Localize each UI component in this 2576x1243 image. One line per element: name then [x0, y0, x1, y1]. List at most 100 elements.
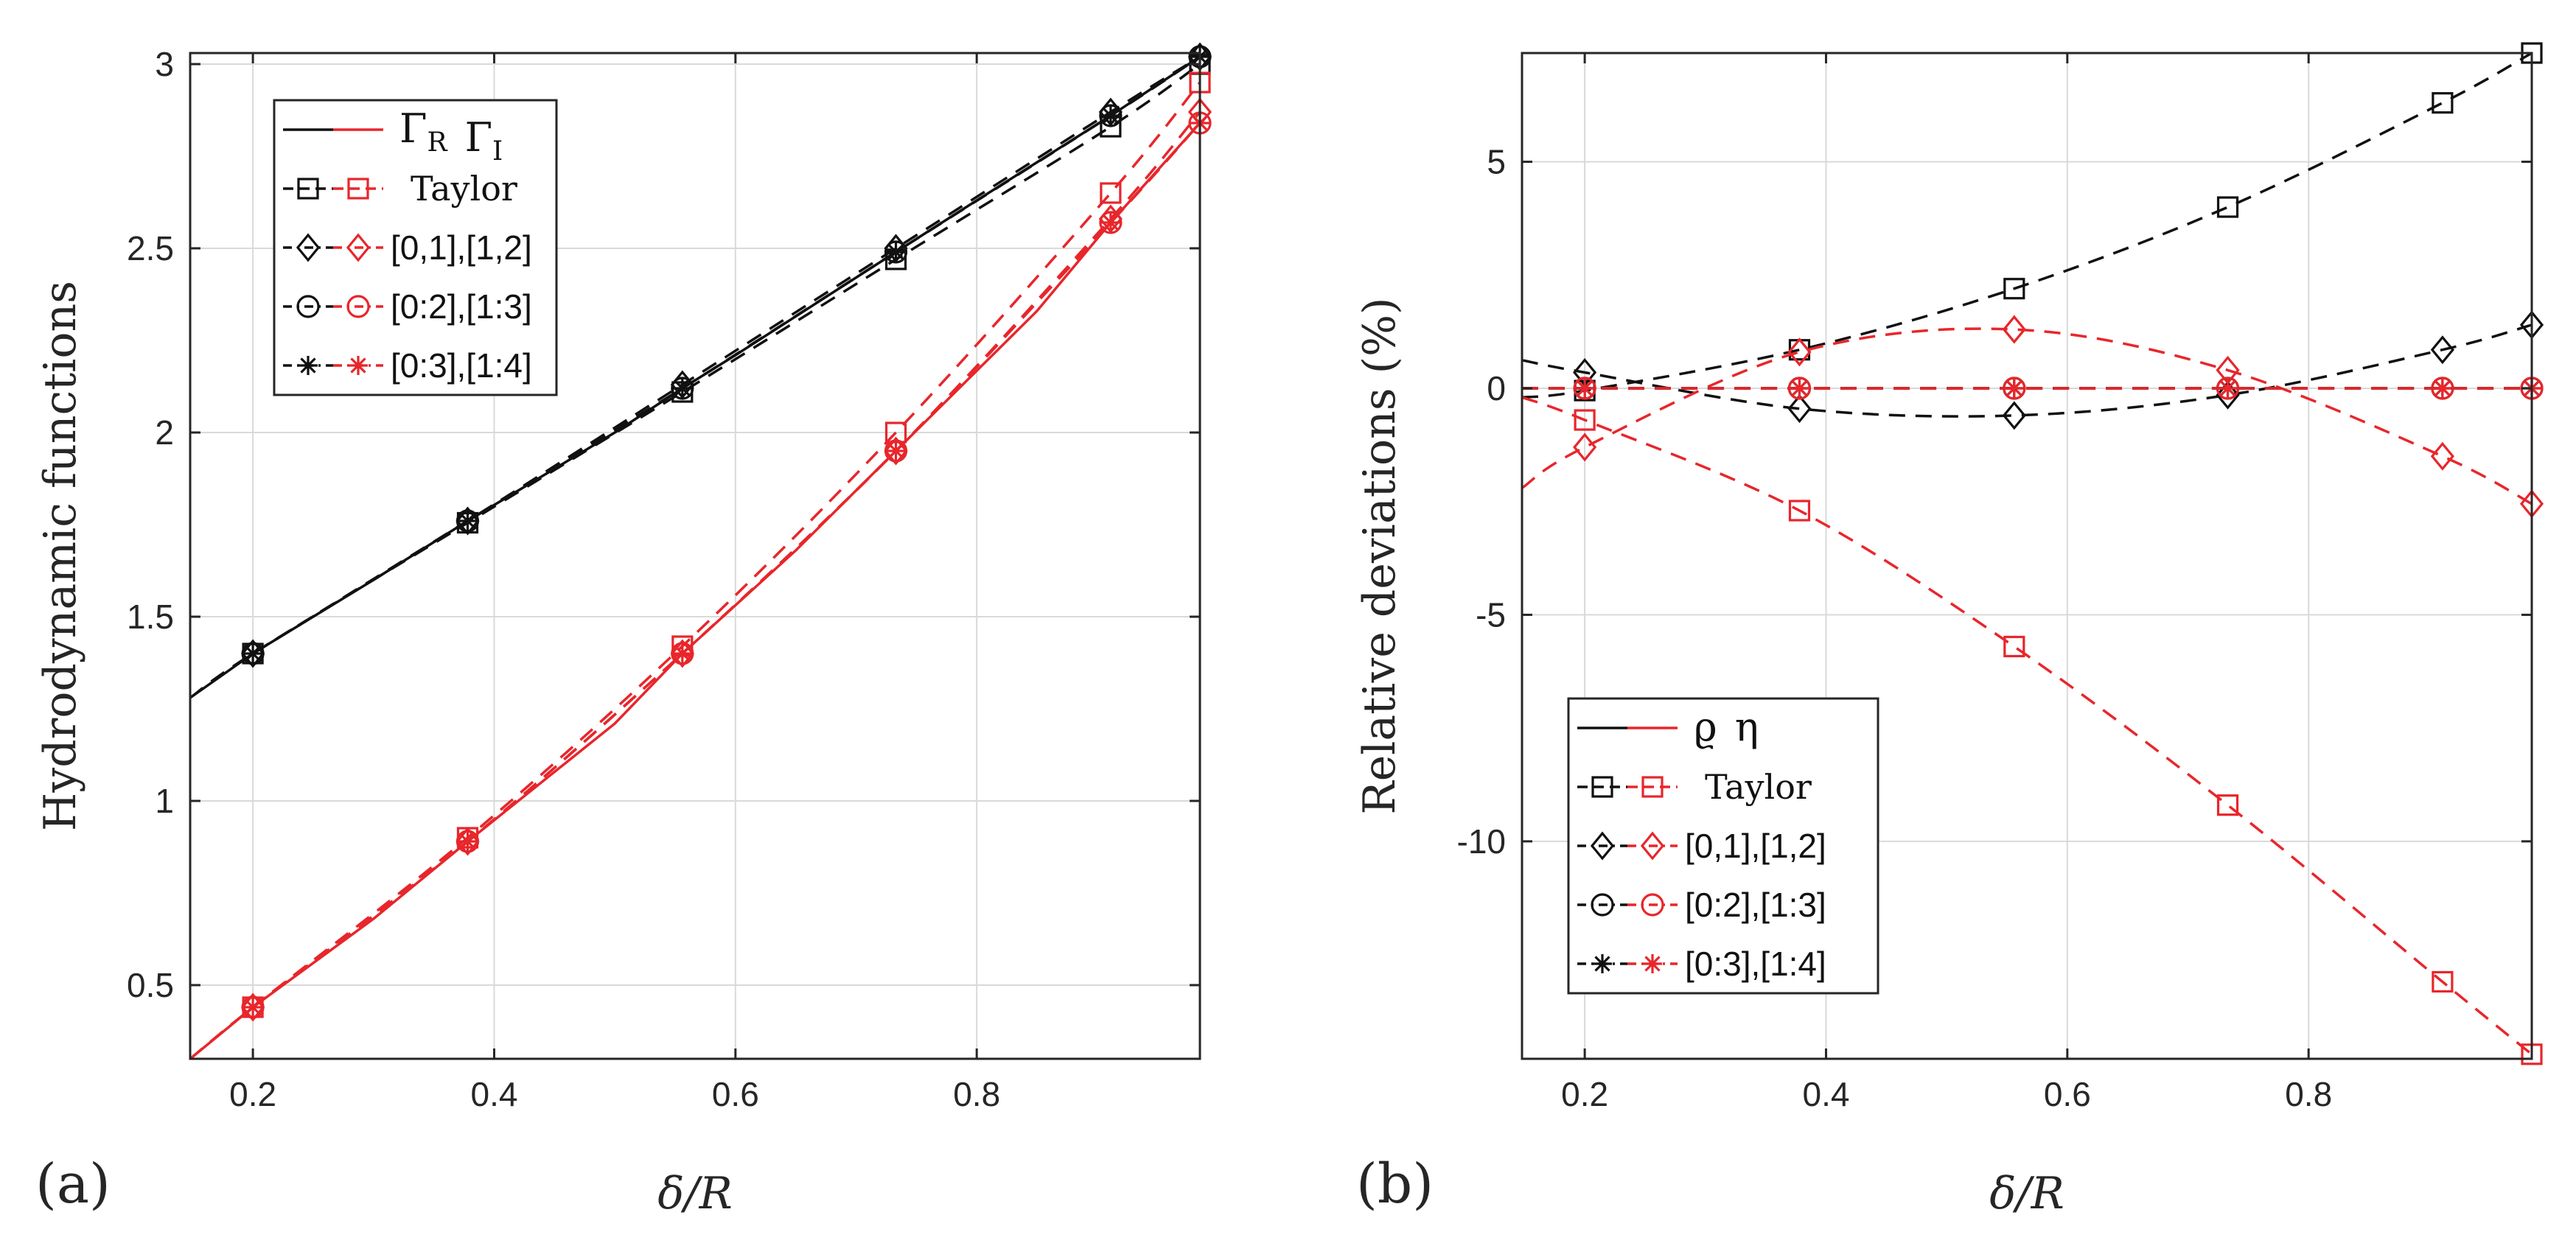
- legend-marker: [349, 356, 368, 375]
- panel-b-ticks: 0.2 0.4 0.6 0.8 -10 -5 0 5: [1457, 53, 2532, 1113]
- panel-a: 0.2 0.4 0.6 0.8 0.5 1 1.5 2 2.5 3 Hydrodynamic fu…: [35, 42, 1212, 1219]
- x-tick-label: 0.4: [470, 1075, 517, 1113]
- panel-a-series: [190, 42, 1212, 1060]
- legend-symbol-label: ΓR ΓI: [399, 105, 503, 167]
- legend-marker: [1641, 776, 1664, 798]
- data-point-marker: [884, 436, 908, 466]
- series-line: [1522, 323, 2532, 418]
- data-point-marker: [243, 998, 263, 1017]
- data-point-marker: [2432, 970, 2454, 993]
- data-point-marker: [1575, 379, 1595, 398]
- data-point-marker: [1573, 377, 1596, 400]
- legend-symbol: Γ: [399, 105, 427, 152]
- data-point-marker: [1787, 394, 1812, 424]
- x-tick-label: 0.2: [229, 1075, 276, 1113]
- series-line: [1522, 327, 2532, 505]
- data-point-marker: [2002, 315, 2026, 344]
- legend-symbol: Γ: [465, 114, 492, 161]
- data-point-marker: [2216, 794, 2239, 816]
- data-point-marker: [2430, 335, 2454, 365]
- data-point-marker: [2003, 278, 2025, 300]
- legend-label: [0,1],[1,2]: [391, 228, 532, 267]
- data-point-marker: [455, 509, 480, 533]
- data-point-marker: [670, 639, 694, 668]
- legend-marker: [299, 356, 318, 375]
- data-point-marker: [1100, 106, 1120, 125]
- panel-b-legend: ϱ η Taylor [0,1],[1,2] [0:2],[1:3] [0:3],[1:4…: [1567, 697, 1879, 995]
- data-point-marker: [1573, 433, 1597, 462]
- data-point-marker: [243, 644, 263, 663]
- legend-subscript: R: [427, 127, 447, 158]
- legend-subscript: I: [492, 136, 503, 167]
- panel-b-y-axis-label: Relative deviations (%): [1354, 298, 1406, 815]
- x-tick-label: 0.8: [953, 1075, 1000, 1113]
- x-tick-label: 0.4: [1802, 1075, 1849, 1113]
- data-point-marker: [1790, 379, 1809, 398]
- x-tick-label: 0.8: [2285, 1075, 2332, 1113]
- data-point-marker: [2432, 92, 2454, 114]
- data-point-marker: [241, 995, 265, 1019]
- legend-marker: [1590, 831, 1615, 861]
- data-point-marker: [455, 506, 480, 536]
- panel-a-legend: ΓR ΓITaylor[0,1],[1,2][0:2],[1:3][0:3],[1…: [273, 99, 558, 396]
- y-tick-label: 5: [1487, 143, 1506, 181]
- legend-label: [0:2],[1:3]: [1685, 886, 1826, 924]
- data-point-marker: [458, 511, 478, 531]
- y-tick-label: -5: [1476, 595, 1506, 634]
- data-point-marker: [2216, 380, 2240, 410]
- data-point-marker: [2002, 401, 2026, 430]
- series-line: [1522, 52, 2532, 399]
- series-line: [252, 55, 1200, 655]
- y-tick-label: 3: [155, 45, 174, 83]
- panel-a-y-axis-label: Hydrodynamic functions: [35, 281, 86, 831]
- data-point-marker: [671, 642, 694, 665]
- legend-marker: [346, 233, 371, 262]
- legend-marker: [1591, 776, 1613, 798]
- legend-symbol: η: [1735, 704, 1759, 750]
- y-tick-label: 0.5: [127, 966, 174, 1004]
- data-point-marker: [241, 642, 265, 665]
- panel-a-axes-box: [189, 52, 1201, 1060]
- data-point-marker: [1100, 182, 1122, 204]
- data-point-marker: [2432, 379, 2452, 398]
- data-point-marker: [2003, 635, 2025, 658]
- data-point-marker: [672, 644, 692, 663]
- legend-label: [0,1],[1,2]: [1685, 827, 1826, 865]
- data-point-marker: [1099, 104, 1123, 127]
- legend-box: [273, 99, 558, 396]
- y-tick-label: 1: [155, 782, 174, 820]
- panel-a-ticks: 0.2 0.4 0.6 0.8 0.5 1 1.5 2 2.5 3: [127, 45, 1200, 1113]
- y-tick-label: 0: [1487, 369, 1506, 407]
- data-point-marker: [886, 242, 906, 262]
- legend-marker: [296, 295, 320, 318]
- legend-marker: [346, 295, 370, 318]
- data-point-marker: [1100, 213, 1120, 232]
- legend-marker: [347, 178, 369, 200]
- legend-marker: [1641, 893, 1664, 917]
- panel-b-series: [1522, 42, 2544, 1065]
- y-tick-label: -10: [1457, 822, 1506, 861]
- panel-a-x-axis-label: δ/R: [657, 1168, 733, 1219]
- legend-marker: [1591, 893, 1614, 917]
- y-tick-label: 2: [155, 413, 174, 452]
- data-point-marker: [2430, 441, 2454, 471]
- y-tick-label: 1.5: [127, 598, 174, 636]
- legend-label: [0:3],[1:4]: [1685, 945, 1826, 983]
- series-line: [1522, 396, 2532, 1056]
- series-line: [252, 122, 1200, 1009]
- y-tick-label: 2.5: [127, 229, 174, 267]
- data-point-marker: [455, 830, 480, 853]
- panel-b: 0.2 0.4 0.6 0.8 -10 -5 0 5 Relative deviations …: [1354, 42, 2544, 1219]
- data-point-marker: [884, 439, 908, 463]
- legend-marker: [297, 178, 319, 200]
- data-point-marker: [886, 441, 906, 461]
- x-tick-label: 0.6: [712, 1075, 759, 1113]
- data-point-marker: [2004, 379, 2024, 398]
- x-tick-label: 0.2: [1561, 1075, 1608, 1113]
- legend-label: [0:2],[1:3]: [391, 287, 532, 326]
- legend-label: Taylor: [411, 169, 517, 209]
- panel-b-label: (b): [1356, 1152, 1434, 1216]
- data-point-marker: [2218, 379, 2238, 398]
